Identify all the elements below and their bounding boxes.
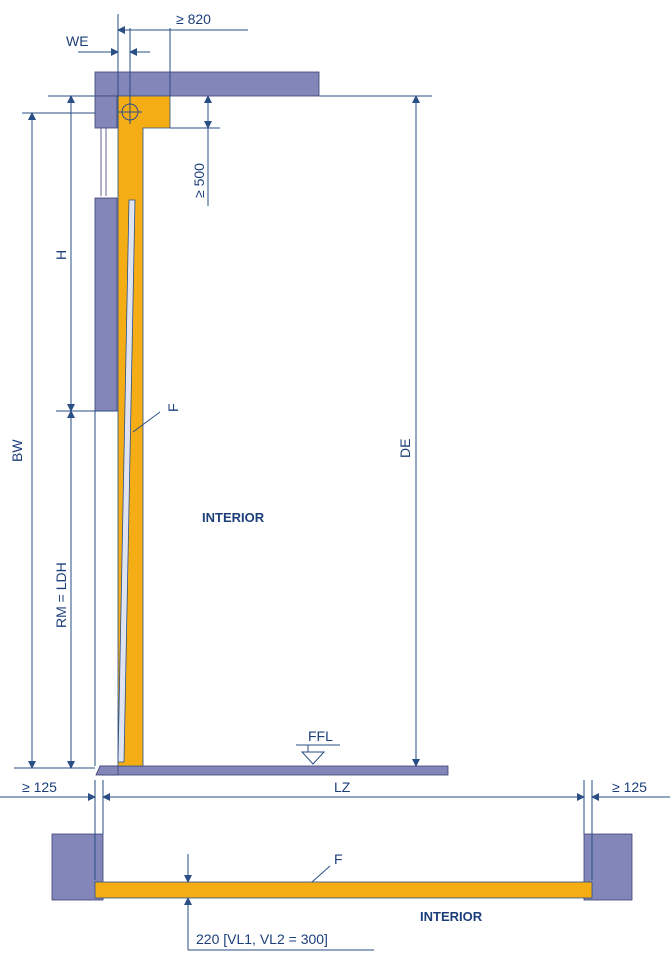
min-125-left-label: ≥ 125 bbox=[22, 779, 57, 795]
ffl-label: FFL bbox=[308, 728, 333, 744]
plan-door-panel bbox=[94, 881, 593, 899]
floor-slab-edge bbox=[95, 765, 119, 776]
min-500-label: ≥ 500 bbox=[191, 163, 207, 198]
rm-ldh-label: RM = LDH bbox=[53, 562, 69, 628]
upper-wall-block bbox=[94, 197, 118, 412]
bw-label: BW bbox=[9, 439, 25, 462]
interior-plan-label: INTERIOR bbox=[420, 909, 483, 924]
min-820-label: ≥ 820 bbox=[176, 11, 211, 27]
h-label: H bbox=[53, 250, 69, 260]
door-slat bbox=[117, 199, 136, 763]
de-label: DE bbox=[397, 439, 413, 458]
panel-220-label: 220 [VL1, VL2 = 300] bbox=[196, 931, 328, 947]
min-125-right-label: ≥ 125 bbox=[612, 779, 647, 795]
lz-label: LZ bbox=[334, 779, 351, 795]
section-view: WE ≥ 820 ≥ 500 H RM = LDH BW F DE INTER bbox=[9, 11, 449, 776]
f-section-label: F bbox=[165, 403, 181, 412]
lintel-wall bbox=[94, 71, 320, 97]
interior-section-label: INTERIOR bbox=[202, 510, 265, 525]
floor-slab bbox=[99, 765, 449, 776]
lintel-side-wall bbox=[94, 95, 118, 129]
plan-view: ≥ 125 LZ ≥ 125 F 220 [VL1, VL2 = 300] IN… bbox=[0, 779, 670, 951]
we-label: WE bbox=[66, 33, 89, 49]
f-plan-label: F bbox=[334, 851, 343, 867]
ffl-triangle bbox=[300, 751, 326, 765]
